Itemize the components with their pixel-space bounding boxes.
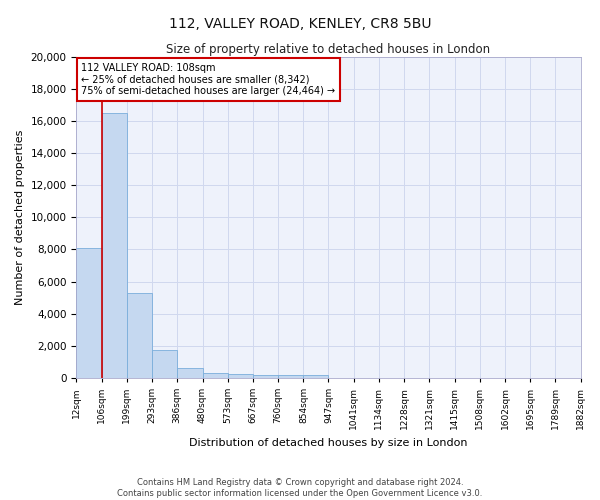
Bar [304,376,328,378]
Bar [127,293,152,378]
Bar [102,113,127,378]
Bar [253,375,278,378]
Bar [227,374,253,378]
Y-axis label: Number of detached properties: Number of detached properties [15,130,25,305]
Bar [76,248,102,378]
Bar [177,368,203,378]
Bar [203,372,227,378]
Text: 112 VALLEY ROAD: 108sqm
← 25% of detached houses are smaller (8,342)
75% of semi: 112 VALLEY ROAD: 108sqm ← 25% of detache… [82,63,335,96]
Text: Contains HM Land Registry data © Crown copyright and database right 2024.
Contai: Contains HM Land Registry data © Crown c… [118,478,482,498]
Bar [152,350,177,378]
Text: 112, VALLEY ROAD, KENLEY, CR8 5BU: 112, VALLEY ROAD, KENLEY, CR8 5BU [169,18,431,32]
X-axis label: Distribution of detached houses by size in London: Distribution of detached houses by size … [189,438,468,448]
Title: Size of property relative to detached houses in London: Size of property relative to detached ho… [166,42,491,56]
Bar [278,376,304,378]
